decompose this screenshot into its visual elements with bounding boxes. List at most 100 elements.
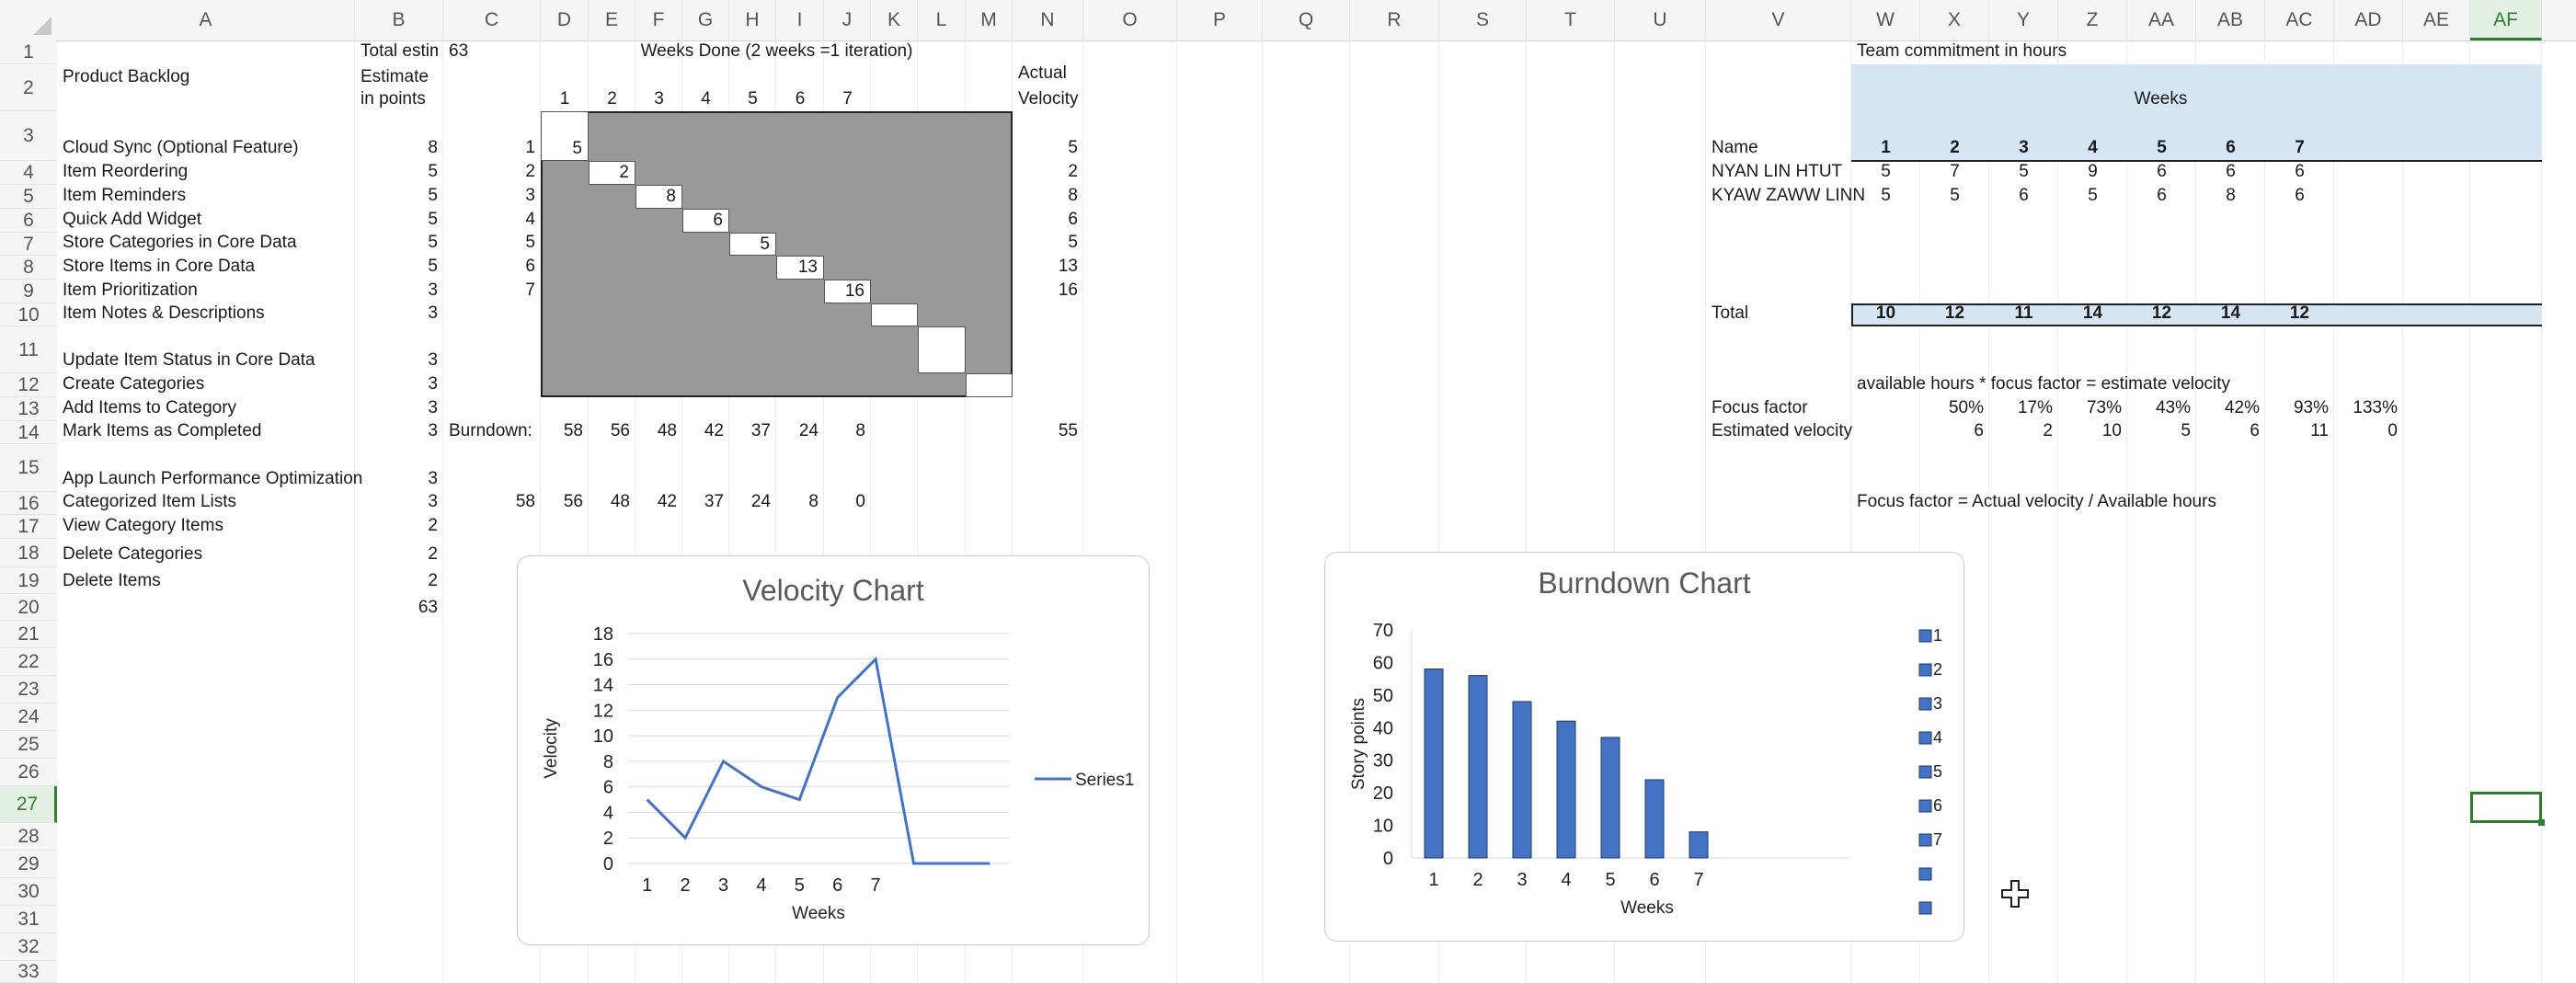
team-week-2[interactable]: 2: [1950, 138, 1960, 157]
backlog-total[interactable]: 63: [418, 598, 438, 617]
row-header-19[interactable]: 19: [0, 567, 57, 594]
burndown-value[interactable]: 58: [563, 421, 583, 440]
estimated-velocity-value[interactable]: 6: [1974, 421, 1984, 440]
member-hours[interactable]: 7: [1950, 162, 1960, 181]
row-header-16[interactable]: 16: [0, 492, 57, 515]
team-week-7[interactable]: 7: [2295, 138, 2305, 157]
matrix-cell-week-9[interactable]: [918, 326, 966, 373]
matrix-cell-week-10[interactable]: [966, 373, 1013, 397]
backlog-item-name[interactable]: Update Item Status in Core Data: [63, 350, 315, 370]
focus-factor-value[interactable]: 50%: [1948, 398, 1984, 417]
matrix-cell-week-2[interactable]: 2: [589, 161, 635, 185]
actual-velocity-header[interactable]: Actual: [1018, 63, 1067, 83]
backlog-item-col-c[interactable]: 7: [525, 280, 535, 300]
backlog-item-col-c[interactable]: 3: [525, 186, 535, 205]
member-hours[interactable]: 6: [2295, 162, 2305, 181]
team-total[interactable]: 14: [2220, 303, 2241, 323]
focus-factor-value[interactable]: 133%: [2353, 398, 2398, 417]
row-header-24[interactable]: 24: [0, 703, 57, 731]
backlog-item-points[interactable]: 5: [428, 233, 438, 252]
burndown-value[interactable]: 42: [704, 421, 724, 440]
backlog-item-points[interactable]: 3: [428, 492, 438, 511]
backlog-item-name[interactable]: Add Items to Category: [63, 398, 237, 417]
backlog-item-points[interactable]: 5: [428, 162, 438, 181]
product-backlog-header[interactable]: Product Backlog: [63, 67, 190, 86]
backlog-item-points[interactable]: 2: [428, 544, 438, 564]
estimated-velocity-value[interactable]: 10: [2101, 421, 2122, 440]
burndown-remaining-value[interactable]: 37: [704, 492, 724, 511]
row-header-6[interactable]: 6: [0, 209, 57, 233]
focus-factor-label[interactable]: Focus factor: [1712, 398, 1808, 417]
member-hours[interactable]: 6: [2226, 162, 2236, 181]
row-header-22[interactable]: 22: [0, 648, 57, 676]
matrix-cell-week-3[interactable]: 8: [635, 185, 682, 209]
estimated-velocity-value[interactable]: 2: [2043, 421, 2053, 440]
member-hours[interactable]: 9: [2088, 162, 2098, 181]
team-total[interactable]: 12: [2151, 303, 2172, 323]
team-total[interactable]: 14: [2082, 303, 2103, 323]
actual-velocity-value[interactable]: 13: [1058, 257, 1078, 276]
backlog-item-points[interactable]: 3: [428, 303, 438, 323]
actual-velocity-value[interactable]: 6: [1068, 210, 1078, 229]
actual-velocity-value[interactable]: 5: [1068, 138, 1078, 157]
backlog-item-name[interactable]: Store Categories in Core Data: [63, 233, 297, 252]
team-total[interactable]: 12: [2289, 303, 2310, 323]
row-header-12[interactable]: 12: [0, 373, 57, 397]
burndown-total[interactable]: 55: [1058, 421, 1078, 440]
actual-velocity-value[interactable]: 5: [1068, 233, 1078, 252]
column-header-ac[interactable]: AC: [2265, 0, 2334, 40]
row-header-32[interactable]: 32: [0, 933, 57, 961]
row-header-33[interactable]: 33: [0, 961, 57, 983]
column-header-af[interactable]: AF: [2470, 0, 2542, 40]
burndown-chart[interactable]: Burndown Chart 0 10 20 30 40 50 60 70 1 2 3 4 5 6 7 Week…: [1324, 552, 1964, 942]
active-cell-selection[interactable]: [2470, 792, 2542, 823]
backlog-item-name[interactable]: Store Items in Core Data: [63, 257, 256, 276]
column-header-j[interactable]: J: [824, 0, 871, 40]
backlog-item-col-c[interactable]: 1: [525, 138, 535, 157]
backlog-item-name[interactable]: Delete Items: [63, 571, 161, 590]
focus-factor-value[interactable]: 43%: [2155, 398, 2191, 417]
estimated-velocity-value[interactable]: 5: [2181, 421, 2191, 440]
week-number-1[interactable]: 1: [559, 89, 570, 109]
column-header-aa[interactable]: AA: [2127, 0, 2196, 40]
fill-handle[interactable]: [2538, 819, 2545, 826]
row-header-20[interactable]: 20: [0, 594, 57, 621]
burndown-remaining-value[interactable]: 0: [855, 492, 865, 511]
backlog-item-points[interactable]: 3: [428, 280, 438, 300]
backlog-item-col-c[interactable]: 6: [525, 257, 535, 276]
member-hours[interactable]: 8: [2226, 186, 2236, 205]
backlog-item-name[interactable]: Item Reordering: [63, 162, 189, 181]
name-label[interactable]: Name: [1712, 138, 1758, 157]
burndown-remaining-value[interactable]: 42: [657, 492, 677, 511]
backlog-item-name[interactable]: Item Reminders: [63, 186, 187, 205]
member-hours[interactable]: 6: [2019, 186, 2029, 205]
column-header-q[interactable]: Q: [1263, 0, 1350, 40]
week-number-2[interactable]: 2: [607, 89, 617, 109]
backlog-item-name[interactable]: Delete Categories: [63, 544, 203, 564]
row-header-18[interactable]: 18: [0, 539, 57, 567]
column-header-ab[interactable]: AB: [2196, 0, 2265, 40]
backlog-item-name[interactable]: Item Notes & Descriptions: [63, 303, 265, 323]
backlog-item-col-c[interactable]: Burndown:: [449, 421, 532, 440]
row-header-14[interactable]: 14: [0, 421, 57, 444]
estimate-header-units[interactable]: in points: [361, 89, 426, 109]
column-header-d[interactable]: D: [541, 0, 589, 40]
backlog-item-name[interactable]: Item Prioritization: [63, 280, 198, 300]
row-header-3[interactable]: 3: [0, 111, 57, 161]
backlog-item-points[interactable]: 3: [428, 398, 438, 417]
velocity-chart[interactable]: Velocity Chart 0 2 4 6 8 10 12 14 16 18 1 2 3 4 5 6 7 Week…: [517, 555, 1150, 945]
total-estimate-value[interactable]: 63: [449, 41, 469, 61]
column-header-x[interactable]: X: [1920, 0, 1989, 40]
matrix-cell-week-8[interactable]: [871, 303, 918, 326]
matrix-cell-week-6[interactable]: 13: [776, 256, 824, 280]
row-header-2[interactable]: 2: [0, 64, 57, 111]
row-header-21[interactable]: 21: [0, 621, 57, 648]
matrix-cell-week-7[interactable]: 16: [824, 280, 871, 303]
column-header-o[interactable]: O: [1083, 0, 1177, 40]
estimated-velocity-label[interactable]: Estimated velocity: [1712, 421, 1853, 440]
estimated-velocity-value[interactable]: 6: [2250, 421, 2260, 440]
row-header-10[interactable]: 10: [0, 303, 57, 326]
column-header-a[interactable]: A: [57, 0, 355, 40]
column-header-s[interactable]: S: [1439, 0, 1527, 40]
row-header-1[interactable]: 1: [0, 40, 57, 64]
